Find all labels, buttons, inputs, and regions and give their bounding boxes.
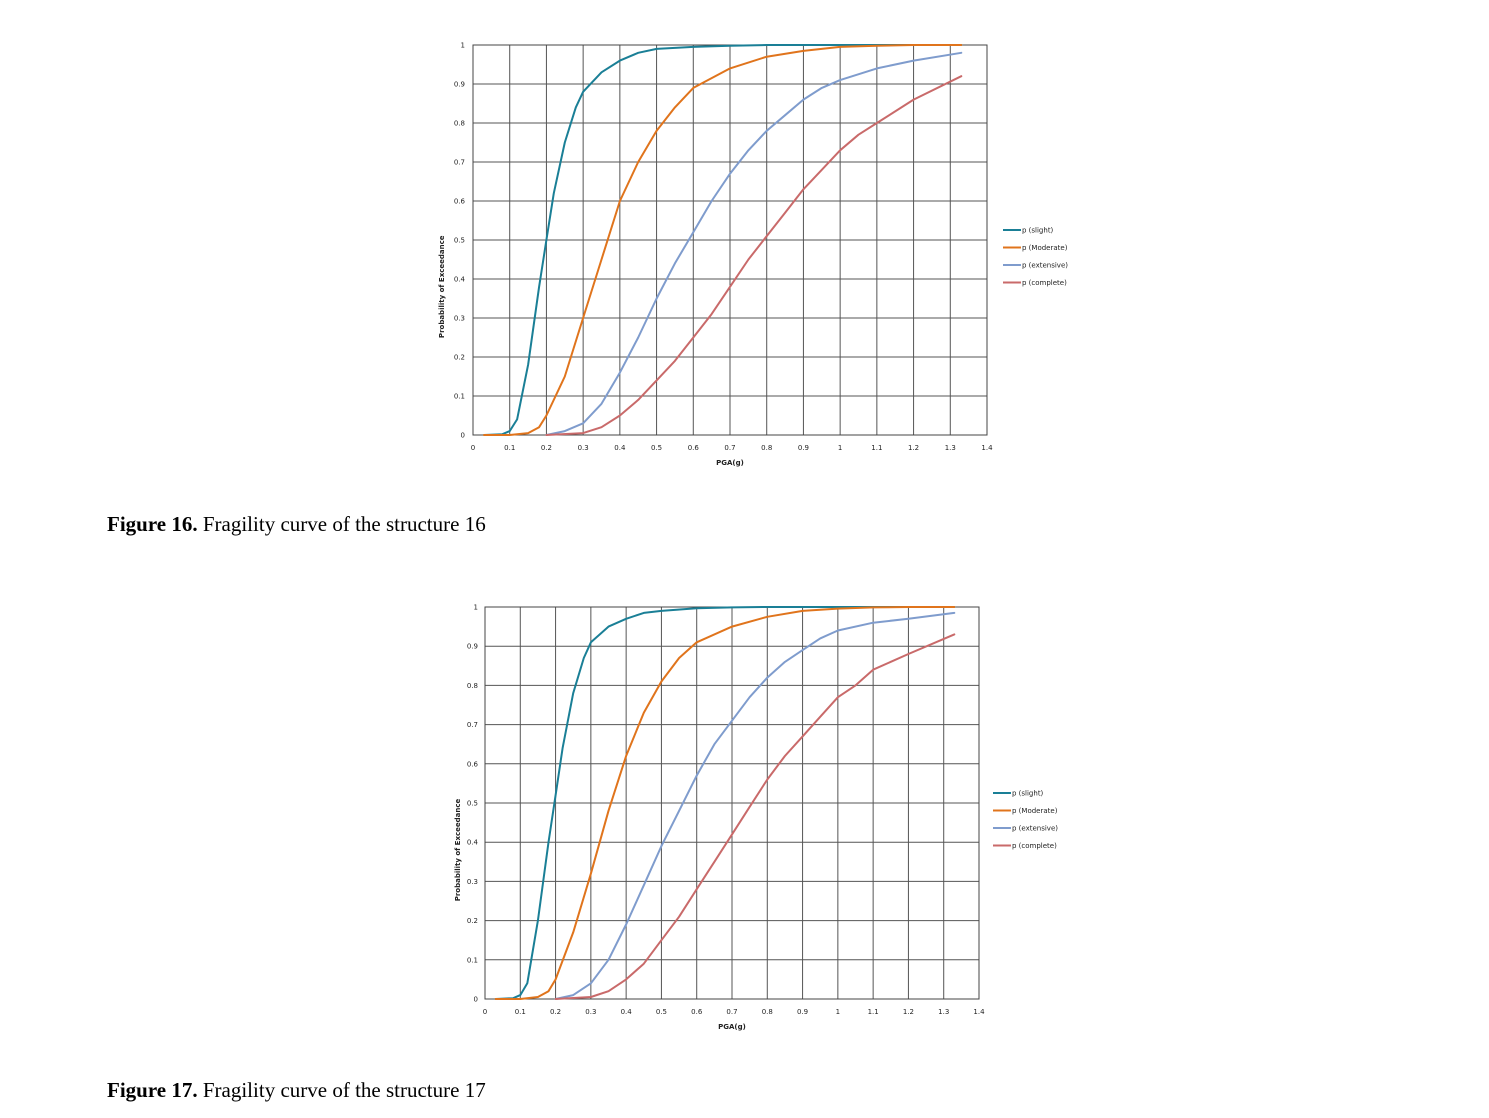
y-tick-label: 0.5 (454, 237, 465, 245)
x-tick-label: 0.5 (651, 444, 662, 452)
chart-2: 0 0.1 0.2 0.3 0.4 0.5 0.6 0.7 0.8 0.9 1 1.1 1.2 1.3 1.… (454, 604, 1058, 1032)
x-tick-label: 0.5 (656, 1008, 667, 1016)
series-line-1 (494, 606, 956, 1000)
y-tick-label: 0.7 (467, 721, 478, 729)
y-tick-label: 1 (474, 604, 478, 612)
y-tick-label: 0.8 (454, 120, 465, 128)
x-tick-label: 1.3 (938, 1008, 949, 1016)
series-line-3 (545, 51, 963, 436)
y-tick-label: 0.2 (454, 354, 465, 362)
y-tick-label: 0.6 (454, 198, 466, 206)
legend-label: p (complete) (1012, 842, 1057, 850)
x-tick-label: 0.8 (762, 1008, 773, 1016)
x-tick-label: 0.2 (541, 444, 552, 452)
x-tick-label: 0.2 (550, 1008, 561, 1016)
series-line-4 (545, 75, 963, 436)
legend-label: p (slight) (1012, 790, 1044, 798)
x-tick-label: 0 (471, 444, 475, 452)
series-line-4 (554, 633, 956, 1000)
y-tick-label: 0.1 (454, 393, 465, 401)
x-tick-label: 0.7 (724, 444, 735, 452)
x-tick-label: 0.9 (797, 1008, 808, 1016)
series-line-2 (483, 44, 963, 436)
x-tick-label: 1.4 (973, 1008, 985, 1016)
legend-label: p (complete) (1022, 279, 1067, 287)
x-tick-label: 1.2 (903, 1008, 914, 1016)
y-tick-label: 0.9 (467, 643, 478, 651)
x-tick-label: 1.2 (908, 444, 919, 452)
figure-16-caption-label: Figure 16. (107, 512, 198, 536)
x-tick-label: 1.1 (868, 1008, 879, 1016)
y-tick-label: 0.1 (467, 956, 478, 964)
figure-17-caption: Figure 17. Fragility curve of the struct… (107, 1078, 486, 1103)
x-tick-label: 1.1 (871, 444, 882, 452)
x-tick-label: 1.4 (981, 444, 993, 452)
y-tick-label: 0.3 (454, 315, 465, 323)
x-tick-label: 0.1 (504, 444, 515, 452)
x-tick-label: 0.1 (515, 1008, 526, 1016)
x-tick-label: 1.3 (945, 444, 956, 452)
y-tick-label: 0.9 (454, 81, 465, 89)
figure-17-caption-label: Figure 17. (107, 1078, 198, 1102)
x-tick-label: 0.4 (614, 444, 626, 452)
legend-label: p (extensive) (1012, 825, 1058, 833)
y-tick-label: 0.5 (467, 800, 478, 808)
figure-17-caption-text: Fragility curve of the structure 17 (202, 1078, 486, 1102)
y-tick-label: 0.7 (454, 159, 465, 167)
legend-label: p (Moderate) (1012, 807, 1058, 815)
x-tick-label: 0.6 (691, 1008, 703, 1016)
x-tick-label: 0.6 (688, 444, 700, 452)
series-line-2 (494, 606, 956, 1000)
y-axis-label: Probability of Exceedance (454, 799, 462, 902)
y-tick-label: 0.2 (467, 917, 478, 925)
series-line-1 (483, 44, 963, 436)
y-tick-label: 0 (461, 432, 465, 440)
series-line-3 (554, 611, 956, 1000)
y-tick-label: 1 (461, 42, 465, 50)
y-axis-label: Probability of Exceedance (438, 235, 446, 338)
x-axis-label: PGA(g) (718, 1023, 746, 1031)
x-tick-label: 0.8 (761, 444, 772, 452)
y-tick-label: 0.8 (467, 682, 478, 690)
x-tick-label: 1 (836, 1008, 840, 1016)
legend-label: p (slight) (1022, 227, 1054, 235)
y-tick-label: 0.4 (467, 839, 479, 847)
x-tick-label: 0.3 (585, 1008, 596, 1016)
x-tick-label: 0.3 (578, 444, 589, 452)
x-tick-label: 1 (838, 444, 842, 452)
x-axis-label: PGA(g) (716, 459, 744, 467)
legend-label: p (extensive) (1022, 262, 1068, 270)
figure-16-caption-text: Fragility curve of the structure 16 (202, 512, 486, 536)
figure-16-caption: Figure 16. Fragility curve of the struct… (107, 512, 486, 537)
y-tick-label: 0.6 (467, 760, 479, 768)
y-tick-label: 0.4 (454, 276, 466, 284)
x-tick-label: 0.7 (726, 1008, 737, 1016)
x-tick-label: 0.9 (798, 444, 809, 452)
y-tick-label: 0.3 (467, 878, 478, 886)
legend-label: p (Moderate) (1022, 244, 1068, 252)
chart-1: 0 0.1 0.2 0.3 0.4 0.5 0.6 0.7 0.8 0.9 1 1.1 1.2 1.3 1.… (438, 42, 1068, 468)
x-tick-label: 0.4 (621, 1008, 633, 1016)
x-tick-label: 0 (483, 1008, 487, 1016)
y-tick-label: 0 (474, 996, 478, 1004)
